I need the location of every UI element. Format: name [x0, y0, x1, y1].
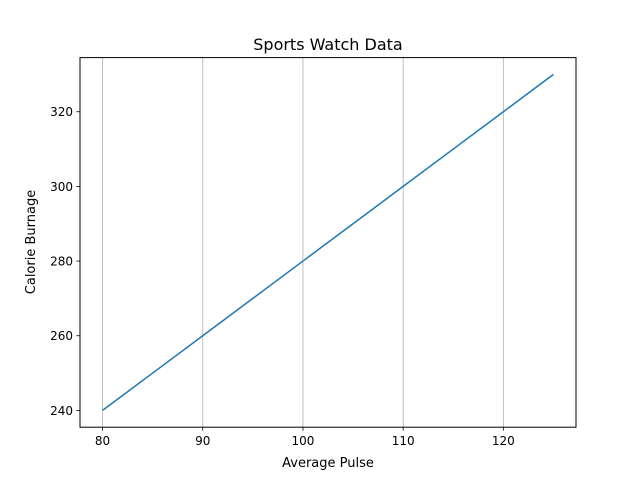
series-line — [102, 73, 554, 412]
y-axis-label: Calorie Burnage — [24, 190, 39, 294]
plot-frame — [79, 57, 577, 428]
y-tick-label: 300 — [50, 180, 73, 194]
x-tick-label: 120 — [492, 434, 515, 448]
x-axis-label: Average Pulse — [282, 456, 374, 471]
y-tick-label: 280 — [50, 255, 73, 269]
grid-lines — [102, 57, 504, 428]
chart-title: Sports Watch Data — [253, 35, 402, 54]
x-axis-ticks: 80 90 100 110 120 — [95, 427, 515, 448]
y-tick-label: 240 — [50, 404, 73, 418]
x-tick-label: 110 — [392, 434, 415, 448]
y-tick-label: 320 — [50, 105, 73, 119]
y-axis-ticks: 240 260 280 300 320 — [50, 105, 80, 418]
x-tick-label: 100 — [291, 434, 314, 448]
y-tick-label: 260 — [50, 329, 73, 343]
x-tick-label: 90 — [195, 434, 210, 448]
series-group — [102, 73, 554, 412]
x-tick-label: 80 — [95, 434, 110, 448]
